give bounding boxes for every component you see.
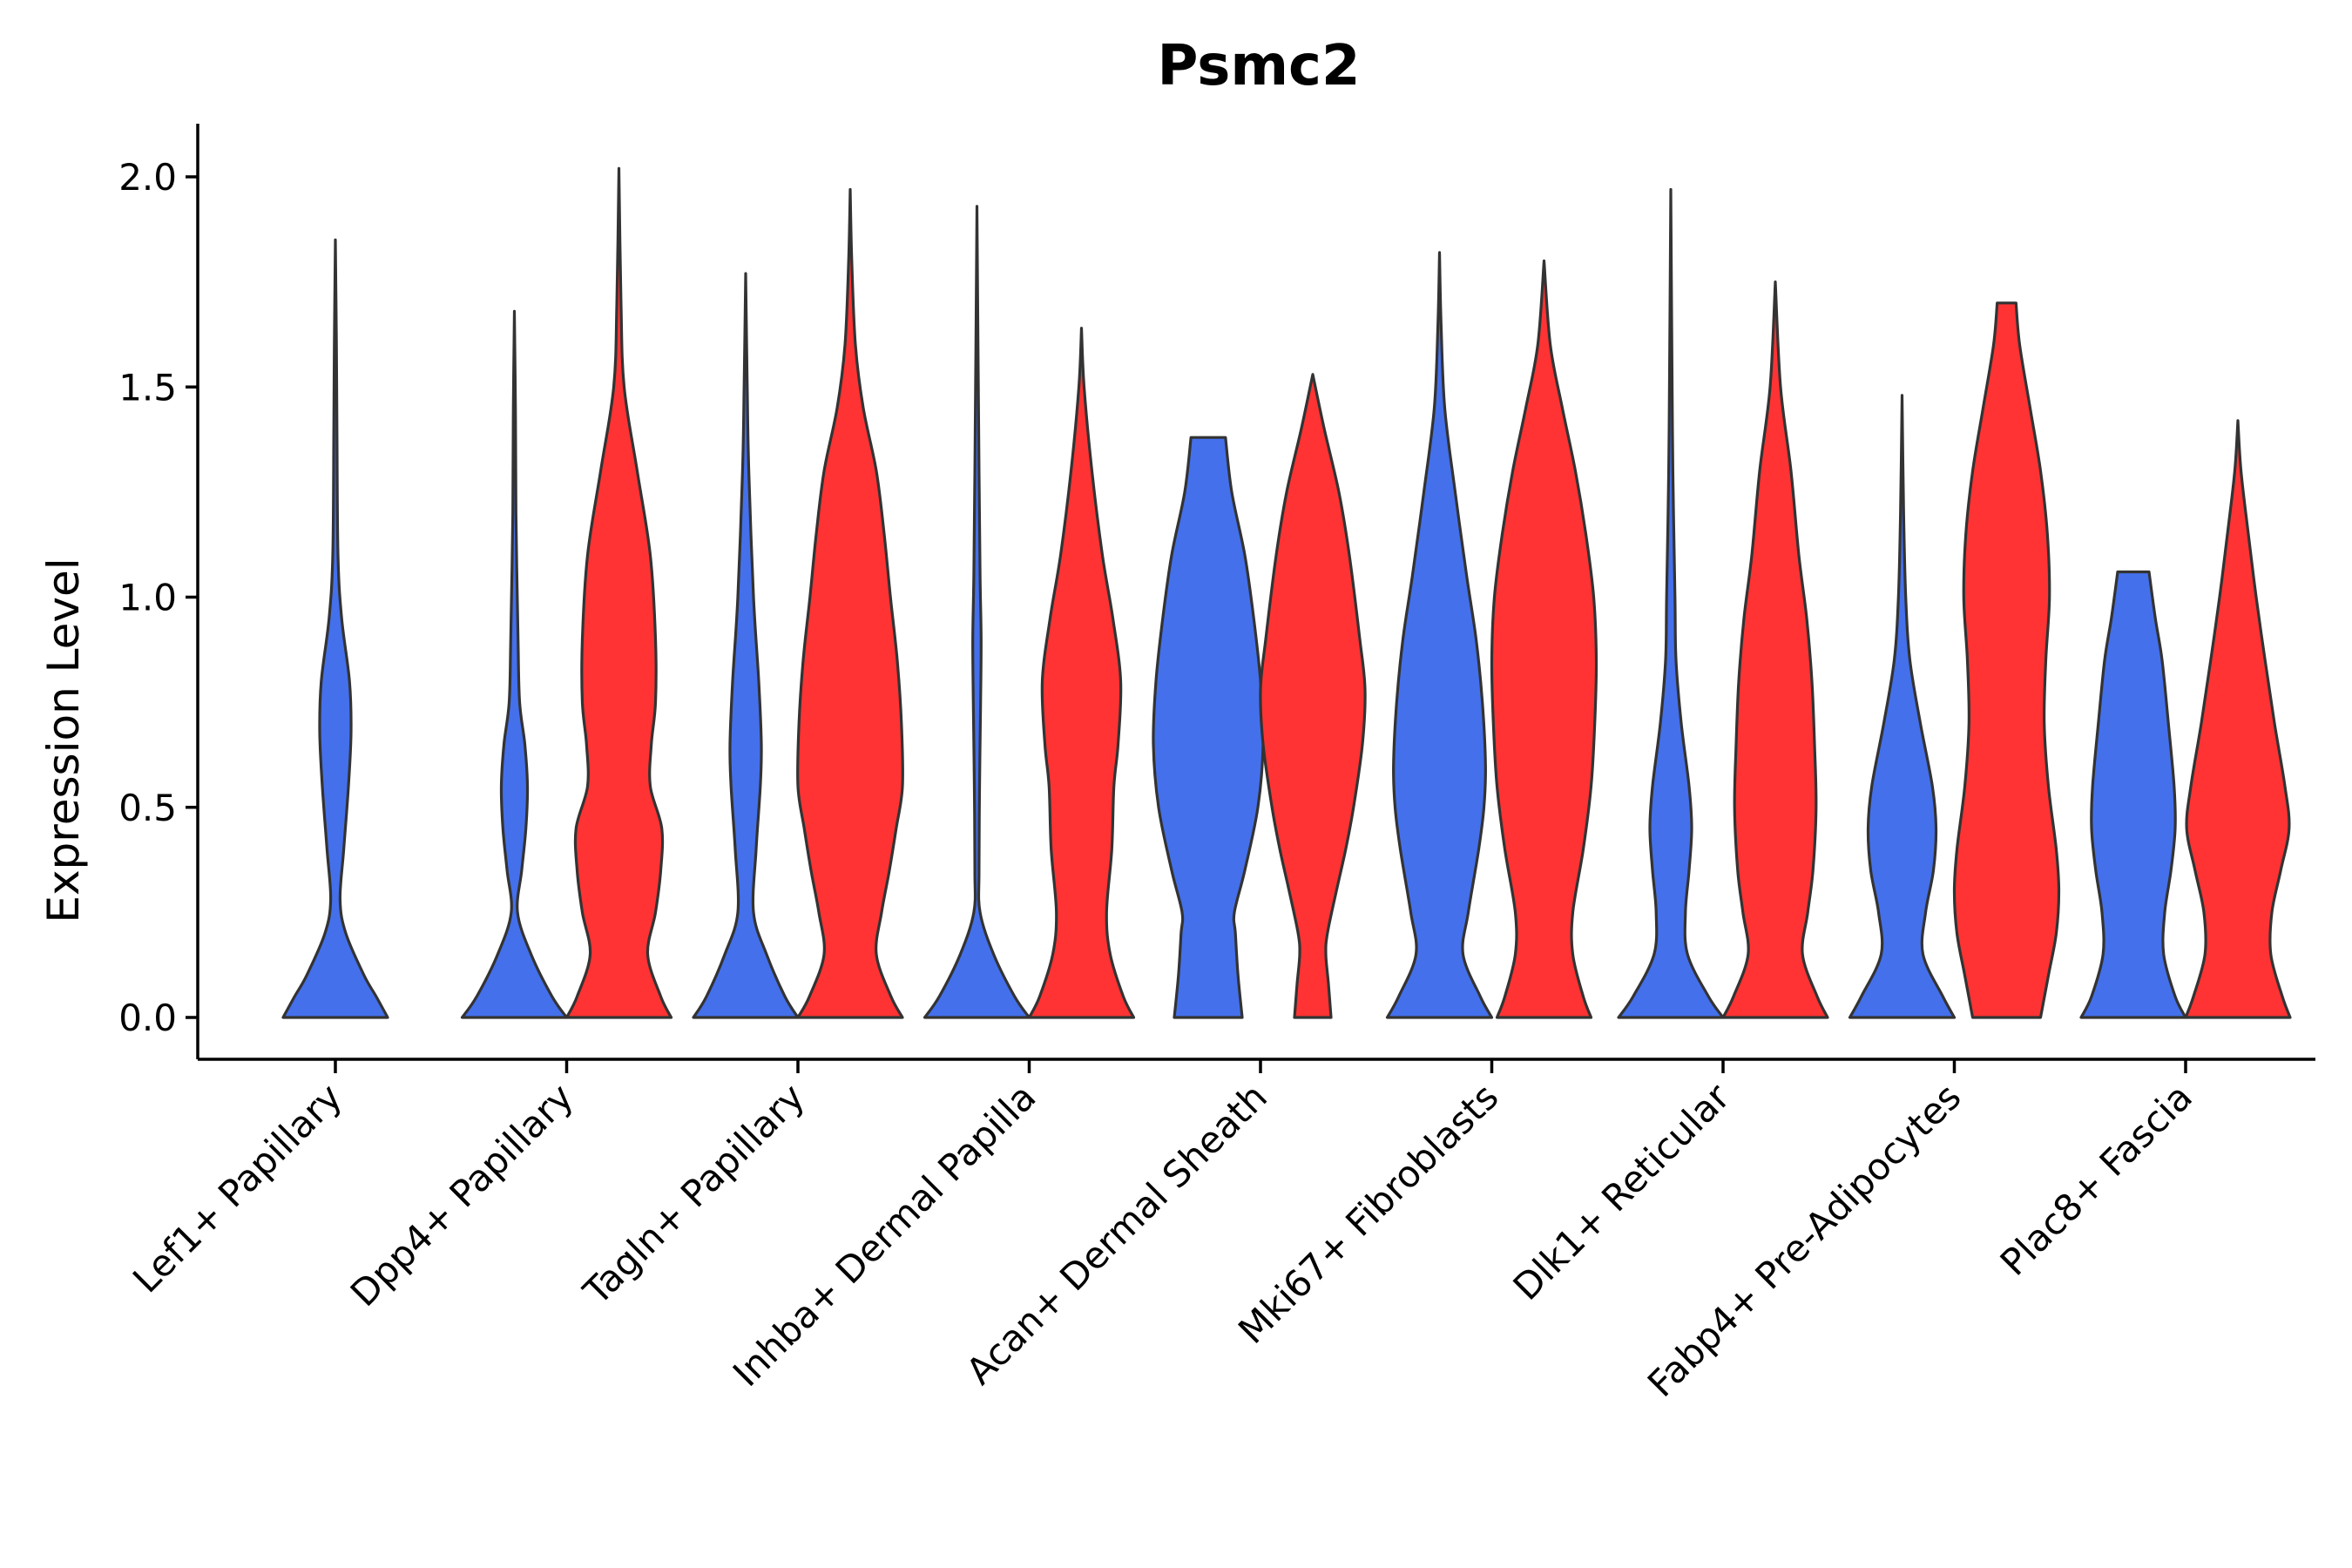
violin-a	[1385, 251, 1494, 1019]
violin-b	[1721, 280, 1829, 1019]
y-tick-label: 1.0	[118, 577, 177, 619]
violin-b	[564, 166, 673, 1019]
violin-layer	[281, 166, 2292, 1019]
violin-b	[1027, 327, 1136, 1019]
x-tick-label: Mki67+ Fibroblasts	[1230, 1075, 1506, 1351]
y-tick-label: 0.0	[118, 997, 177, 1039]
x-tick-label: Lef1+ Papillary	[125, 1075, 350, 1301]
violin-b	[1952, 301, 2061, 1019]
y-axis-ticks: 0.0 0.5 1.0 1.5 2.0	[118, 156, 198, 1039]
violin-a	[1152, 436, 1265, 1019]
chart-title: Psmc2	[1157, 34, 1360, 98]
violin-b	[2184, 419, 2292, 1019]
violin-b	[796, 187, 904, 1019]
violin-a	[1848, 394, 1957, 1019]
x-tick-label: Dpp4+ Papillary	[342, 1075, 582, 1315]
y-axis-label: Expression Level	[38, 558, 89, 923]
violin-a	[692, 272, 800, 1019]
violin-a	[923, 205, 1031, 1019]
violin-b	[1259, 373, 1367, 1019]
violin-a	[2079, 570, 2187, 1019]
x-tick-label: Plac8+ Fascia	[1992, 1075, 2200, 1283]
violin-a	[281, 238, 389, 1019]
y-tick-label: 2.0	[118, 156, 177, 199]
x-tick-label: Dlk1+ Reticular	[1505, 1075, 1739, 1308]
y-tick-label: 1.5	[118, 366, 177, 409]
x-tick-label: Tagln+ Papillary	[575, 1075, 813, 1313]
y-tick-label: 0.5	[118, 787, 177, 829]
violin-a	[1617, 187, 1725, 1019]
violin-b	[1490, 259, 1598, 1019]
violin-a	[460, 309, 569, 1019]
